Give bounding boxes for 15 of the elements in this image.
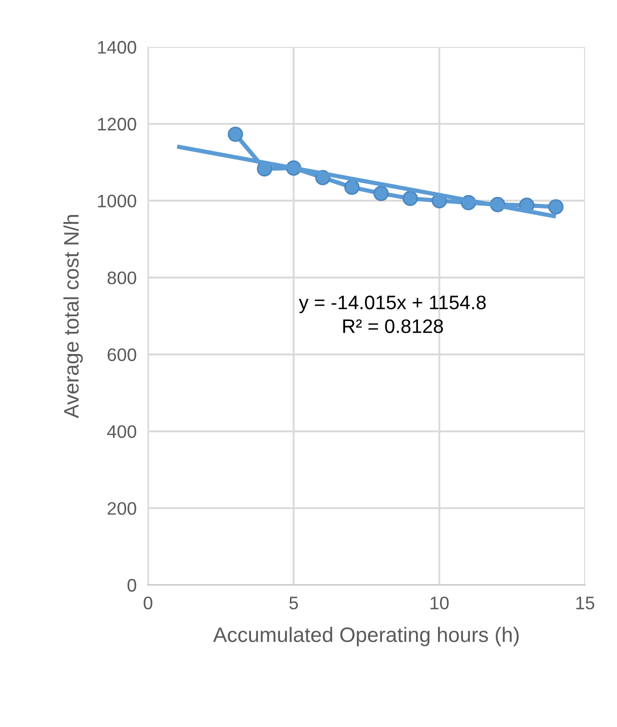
y-tick-label: 1400: [98, 40, 136, 54]
y-tick-label: 1000: [98, 194, 136, 208]
y-tick-label: 0: [128, 578, 136, 592]
y-tick-label: 600: [108, 348, 136, 362]
x-tick-label: 0: [144, 596, 152, 610]
x-tick-label: 10: [430, 596, 449, 610]
x-axis-title: Accumulated Operating hours (h): [213, 626, 519, 646]
y-tick-label: 200: [108, 502, 136, 515]
x-tick-label: 5: [289, 596, 298, 610]
annotation: y = -14.015x + 1154.8 R² = 0.8128: [298, 296, 486, 334]
x-tick-label: 15: [576, 596, 594, 610]
y-axis-title: Average total cost N/h: [63, 215, 83, 418]
y-tick-label: 1200: [98, 118, 136, 131]
y-tick-label: 400: [107, 425, 136, 438]
y-tick-label: 800: [108, 272, 136, 284]
